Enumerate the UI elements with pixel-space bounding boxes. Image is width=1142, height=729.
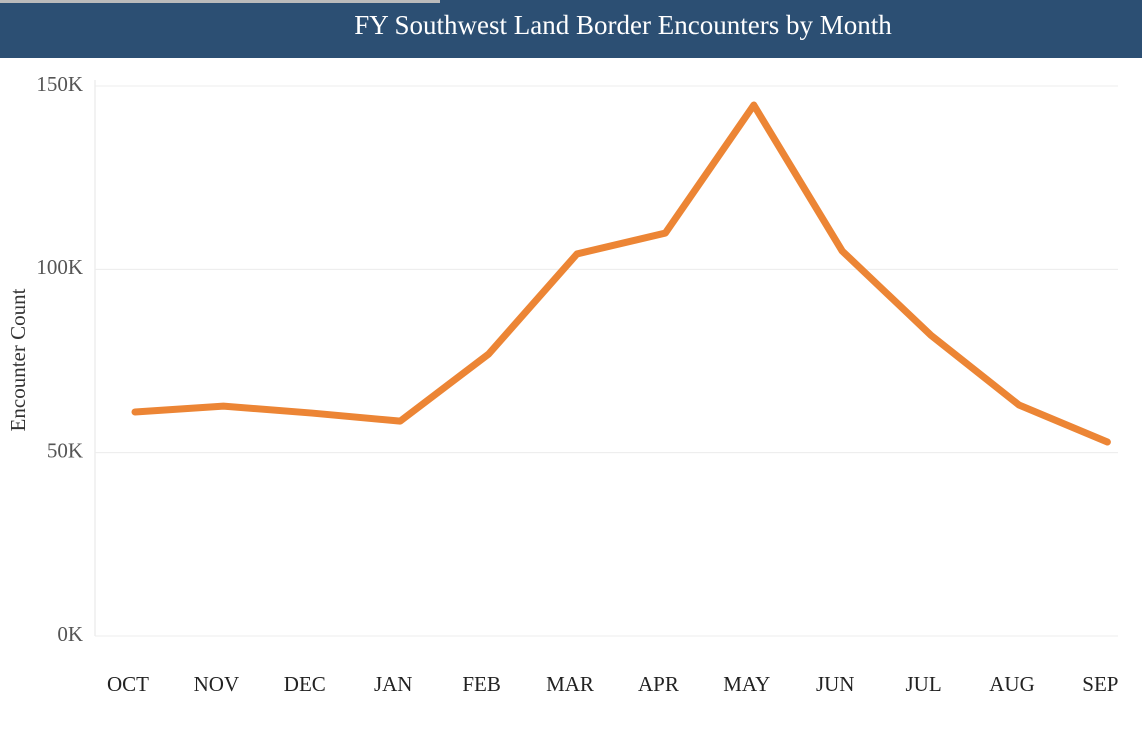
chart-title: FY Southwest Land Border Encounters by M… <box>354 10 892 40</box>
x-tick-label: JUN <box>816 672 855 696</box>
data-line <box>131 101 1111 446</box>
x-tick-label: APR <box>638 672 679 696</box>
x-tick-label: JUL <box>906 672 942 696</box>
x-tick-label: SEP <box>1082 672 1118 696</box>
y-tick-label: 50K <box>47 438 83 462</box>
x-tick-label: DEC <box>284 672 326 696</box>
x-tick-label: MAY <box>723 672 770 696</box>
x-tick-label: JAN <box>374 672 413 696</box>
x-tick-label: OCT <box>107 672 149 696</box>
x-tick-label: FEB <box>462 672 501 696</box>
y-tick-label: 100K <box>36 255 83 279</box>
y-tick-label: 150K <box>36 72 83 96</box>
y-axis-label: Encounter Count <box>6 288 30 431</box>
x-tick-label: MAR <box>546 672 594 696</box>
y-tick-label: 0K <box>57 622 83 646</box>
x-tick-label: NOV <box>194 672 240 696</box>
header-bar <box>0 0 1142 58</box>
x-tick-label: AUG <box>989 672 1035 696</box>
